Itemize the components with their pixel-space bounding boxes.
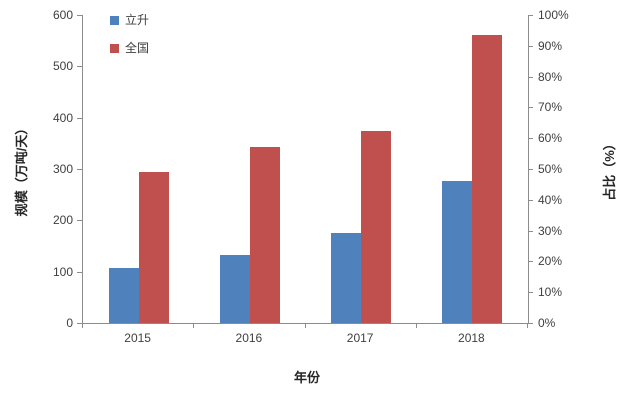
right-axis-tick-label: 10% — [538, 285, 563, 300]
right-axis-tick-label: 80% — [538, 69, 563, 84]
left-axis-tick — [77, 169, 82, 170]
legend-swatch-blue — [110, 15, 119, 25]
right-axis-tick — [528, 323, 533, 324]
left-axis-tick — [77, 220, 82, 222]
bar-litree-2017 — [331, 233, 362, 323]
bar-litree-2016 — [219, 255, 250, 323]
x-axis-category-label: 2018 — [458, 331, 485, 345]
right-axis-tick — [528, 76, 533, 78]
right-axis-tick — [528, 230, 533, 232]
right-axis-title: 占比（%） — [602, 137, 617, 201]
right-axis-tick-label: 30% — [538, 223, 563, 238]
right-axis-tick — [528, 45, 533, 47]
right-axis-tick-label: 100% — [538, 8, 569, 22]
bar-national-2017 — [361, 131, 392, 323]
left-axis-tick-label: 0 — [66, 316, 73, 330]
x-axis-category-label: 2017 — [346, 331, 374, 345]
right-axis-tick — [528, 169, 533, 170]
x-axis-tick — [193, 324, 195, 328]
left-axis-tick — [77, 15, 82, 16]
plot-area — [82, 15, 529, 324]
x-axis-tick — [415, 324, 417, 328]
bar-national-2018 — [472, 35, 503, 323]
right-axis-tick-label: 60% — [538, 131, 563, 146]
right-axis-tick — [528, 138, 533, 140]
legend-swatch-red — [110, 43, 119, 53]
left-axis-tick — [77, 271, 82, 273]
left-axis-tick-label: 500 — [52, 59, 73, 74]
bar-litree-2015 — [108, 267, 139, 323]
left-axis-tick — [77, 323, 82, 324]
right-axis-tick — [528, 107, 533, 109]
left-axis-tick-label: 400 — [52, 110, 73, 125]
left-axis-tick-label: 100 — [52, 264, 73, 279]
x-axis-tick — [82, 324, 83, 328]
left-axis-tick-label: 200 — [52, 213, 73, 228]
x-axis-tick — [304, 324, 306, 328]
legend-item-national: 全国 — [110, 40, 149, 56]
right-axis-tick — [528, 15, 533, 16]
left-axis-title: 规模（万吨/天） — [14, 121, 29, 217]
right-axis-tick — [528, 292, 533, 294]
right-axis-tick-label: 20% — [538, 254, 563, 269]
right-axis-tick-label: 0% — [538, 316, 556, 330]
right-axis-tick-label: 70% — [538, 100, 563, 115]
legend-item-litree: 立升 — [110, 12, 149, 28]
left-axis-tick-label: 300 — [52, 162, 73, 176]
x-axis-category-label: 2016 — [235, 331, 263, 345]
right-axis-tick — [528, 199, 533, 201]
right-axis-tick-label: 50% — [538, 162, 563, 176]
bar-litree-2018 — [442, 180, 473, 323]
left-axis-tick-label: 600 — [52, 8, 73, 22]
right-axis-tick — [528, 261, 533, 263]
left-axis-tick — [77, 117, 82, 119]
legend-label: 全国 — [125, 41, 150, 55]
right-axis-tick-label: 90% — [538, 38, 563, 53]
left-axis-tick — [77, 66, 82, 68]
x-axis-title: 年份 — [293, 370, 320, 385]
bar-national-2016 — [249, 146, 280, 323]
x-axis-tick — [527, 324, 528, 328]
legend-label: 立升 — [125, 13, 150, 27]
x-axis-category-label: 2015 — [124, 331, 151, 345]
right-axis-tick-label: 40% — [538, 192, 563, 207]
bar-national-2015 — [138, 171, 169, 323]
